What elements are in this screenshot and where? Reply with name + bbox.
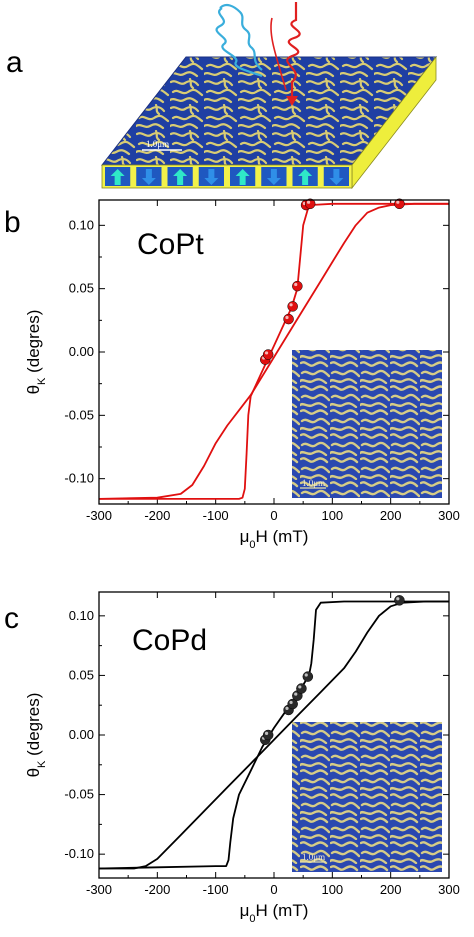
y-tick-label: 0.10 (69, 608, 94, 623)
chart-copd-sample-name: CoPd (132, 624, 207, 657)
y-tick-label: 0.00 (69, 344, 94, 359)
panel-label-c: c (4, 602, 19, 635)
chart-copt-ylabel: θK (degres) (24, 310, 48, 395)
chart-copt-inset-scale-text: 1.0μm (302, 478, 325, 488)
data-marker (287, 301, 298, 312)
data-marker-highlight (289, 303, 293, 307)
series-line-1 (98, 600, 449, 870)
x-tick-label: -200 (144, 508, 170, 523)
surface-scale-text: 1.0μm (146, 139, 169, 149)
chart-copd-xlabel: μ0H (mT) (240, 901, 309, 925)
domain-arrow-up (110, 169, 125, 185)
y-tick-label: -0.05 (64, 787, 94, 802)
data-marker-highlight (294, 282, 298, 287)
domain-arrow-down (204, 169, 219, 185)
reflected-beam-arrowhead (286, 96, 298, 106)
data-marker-highlight (294, 692, 298, 696)
data-marker-highlight (264, 351, 269, 355)
data-marker (283, 313, 294, 325)
x-tick-label: 0 (270, 508, 277, 523)
domain-arrow-down (141, 169, 156, 185)
domain-arrow-down (329, 169, 344, 185)
data-marker-highlight (396, 597, 400, 601)
film-front-face (101, 164, 353, 189)
chart-copt-sample-name: CoPt (137, 228, 204, 261)
chart-copd-curves (98, 600, 449, 870)
domain-arrow-up (173, 169, 188, 185)
data-marker-highlight (264, 731, 269, 736)
x-tick-label: -100 (203, 882, 229, 897)
domain-arrow-down (266, 169, 281, 185)
x-tick-label: -200 (144, 882, 170, 897)
data-marker-highlight (396, 200, 400, 204)
data-marker (262, 729, 274, 741)
y-tick-label: -0.10 (64, 846, 94, 861)
data-marker (394, 595, 405, 606)
panel-label-b: b (4, 206, 21, 239)
y-tick-label: 0.00 (69, 727, 94, 742)
domain-arrows (105, 167, 349, 186)
y-tick-label: -0.05 (64, 407, 94, 422)
x-tick-label: 300 (438, 882, 460, 897)
x-tick-label: 0 (270, 882, 277, 897)
reflected-beam (286, 2, 301, 100)
sample-illustration: 1.0μm (100, 2, 438, 190)
data-marker (302, 671, 314, 682)
chart-copd-ticks (98, 592, 450, 878)
x-tick-label: 200 (380, 508, 402, 523)
chart-copt-ytick-labels: 0.10 0.05 0.00 -0.05 -0.10 (64, 217, 94, 485)
incident-beam-wave (219, 3, 263, 71)
data-marker (296, 683, 307, 694)
chart-copt-xtick-labels: -300 -200 -100 0 100 200 300 (86, 508, 460, 523)
data-marker-highlight (289, 700, 293, 705)
incident-beam (215, 7, 263, 78)
y-tick-label: 0.05 (69, 667, 94, 682)
x-tick-label: -300 (86, 882, 112, 897)
chart-copd-xtick-labels: -300 -200 -100 0 100 200 300 (86, 882, 460, 897)
reflected-beam-path (270, 17, 287, 91)
data-marker-highlight (306, 200, 311, 204)
x-tick-label: 100 (321, 882, 343, 897)
x-tick-label: -300 (86, 508, 112, 523)
chart-copt-xlabel: μ0H (mT) (240, 527, 309, 551)
data-marker-highlight (285, 315, 289, 320)
series-line-0 (99, 600, 449, 870)
x-tick-label: 300 (438, 508, 460, 523)
panel-label-a: a (6, 46, 23, 79)
chart-copt-markers (260, 198, 405, 365)
y-tick-label: -0.10 (64, 471, 94, 486)
chart-copd-ytick-labels: 0.10 0.05 0.00 -0.05 -0.10 (64, 608, 94, 861)
chart-copd-inset-scale-text: 1.0μm (302, 852, 325, 862)
chart-copd-inset-image (292, 722, 442, 872)
chart-copd: -300 -200 -100 0 100 200 300 0.10 0.05 0.00 -0.05… (24, 591, 460, 925)
domain-arrow-up (298, 169, 313, 185)
x-tick-label: 100 (321, 508, 343, 523)
chart-copt-frame (98, 199, 450, 505)
data-marker-highlight (298, 685, 302, 689)
data-marker (292, 280, 303, 292)
chart-copd-ylabel: θK (degres) (24, 693, 48, 778)
y-tick-label: 0.05 (69, 281, 94, 296)
data-marker (262, 349, 274, 360)
data-marker-highlight (285, 706, 289, 710)
domain-arrow-up (235, 169, 250, 185)
x-tick-label: -100 (203, 508, 229, 523)
y-tick-label: 0.10 (69, 217, 94, 232)
data-marker-highlight (304, 673, 308, 677)
chart-copt: -300 -200 -100 0 100 200 300 0.10 0.05 0.00 -0.05… (24, 198, 460, 551)
chart-copd-frame (98, 591, 450, 879)
series-line-0 (98, 202, 449, 500)
x-tick-label: 200 (380, 882, 402, 897)
chart-copd-markers (260, 595, 405, 746)
chart-copt-inset-image (292, 350, 442, 498)
